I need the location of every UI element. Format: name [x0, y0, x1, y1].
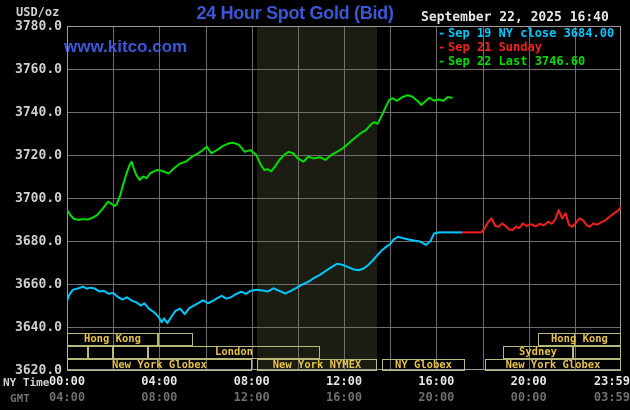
- y-tick-label: 3640.0: [15, 319, 62, 335]
- x-tick-label: 16:00: [325, 390, 363, 404]
- x-tick-label: 00:00: [510, 390, 547, 404]
- session-box-london: London: [148, 346, 320, 359]
- kitco-watermark-link[interactable]: www.kitco.com: [64, 37, 188, 56]
- legend-item-0: - Sep 19 NY close 3684.00: [438, 26, 614, 40]
- session-box-sydney: Sydney: [503, 346, 573, 359]
- session-box-new-york-nymex: New York NYMEX: [256, 359, 377, 371]
- x-tick-label: 08:00: [233, 374, 270, 388]
- unit-label: USD/oz: [16, 5, 60, 19]
- y-tick-label: 3680.0: [15, 233, 62, 249]
- session-box-ny-globex: NY Globex: [382, 359, 465, 371]
- series-line-1: [461, 206, 622, 234]
- legend-item-1: - Sep 21 Sunday: [438, 40, 614, 54]
- session-box-new-york-globex: New York Globex: [67, 359, 252, 371]
- x-axis-row-name: NY Time: [3, 376, 50, 389]
- legend-marker-icon: -: [438, 54, 446, 68]
- legend-item-2: - Sep 22 Last 3746.60: [438, 54, 614, 68]
- session-label: New York Globex: [112, 359, 207, 371]
- session-box: [572, 346, 621, 359]
- x-tick-label: 04:00: [48, 390, 86, 404]
- x-tick-label: 20:00: [510, 374, 547, 388]
- y-tick-label: 3780.0: [15, 18, 62, 34]
- chart-title: 24 Hour Spot Gold (Bid): [196, 3, 394, 23]
- y-tick-label: 3760.0: [15, 61, 62, 77]
- chart-legend: - Sep 19 NY close 3684.00- Sep 21 Sunday - S…: [438, 26, 614, 68]
- chart-datetime: September 22, 2025 16:40: [421, 10, 609, 25]
- x-tick-label: 23:59: [593, 374, 630, 388]
- x-axis-row-name: GMT: [10, 392, 30, 405]
- x-tick-label: 08:00: [141, 390, 178, 404]
- y-tick-label: 3700.0: [15, 190, 62, 206]
- x-tick-label: 16:00: [418, 374, 455, 388]
- session-label: Hong Kong: [84, 333, 141, 345]
- session-label: London: [215, 346, 253, 358]
- session-divider: [573, 334, 575, 345]
- series-line-2: [66, 94, 453, 221]
- plot-area: [66, 26, 622, 370]
- y-tick-label: 3620.0: [15, 362, 62, 378]
- session-box: [67, 346, 88, 359]
- legend-label: Sep 22 Last 3746.60: [448, 54, 586, 68]
- x-tick-label: 03:59: [593, 390, 630, 404]
- session-box-hong-kong: Hong Kong: [537, 333, 621, 346]
- series-line-0: [66, 231, 464, 325]
- x-tick-label: 20:00: [418, 390, 455, 404]
- session-box: [157, 333, 194, 346]
- session-label: New York NYMEX: [272, 359, 362, 371]
- session-box-new-york-globex: New York Globex: [485, 359, 621, 371]
- legend-marker-icon: -: [438, 26, 446, 40]
- session-label: Hong Kong: [550, 333, 608, 345]
- session-label: NY Globex: [395, 359, 452, 371]
- legend-label: Sep 19 NY close 3684.00: [448, 26, 615, 40]
- x-tick-label: 04:00: [141, 374, 178, 388]
- y-tick-label: 3720.0: [15, 147, 62, 163]
- x-tick-label: 12:00: [325, 374, 363, 388]
- legend-label: Sep 21 Sunday: [448, 40, 542, 54]
- session-label: New York Globex: [505, 359, 601, 371]
- legend-marker-icon: -: [438, 40, 446, 54]
- x-tick-label: 12:00: [233, 390, 270, 404]
- chart-svg: [66, 26, 622, 370]
- y-tick-label: 3660.0: [15, 276, 62, 292]
- y-tick-label: 3740.0: [15, 104, 62, 120]
- session-label: Sydney: [519, 346, 557, 358]
- session-box: [112, 346, 148, 359]
- session-box: [88, 346, 113, 359]
- x-tick-label: 00:00: [48, 374, 86, 388]
- session-box-hong-kong: Hong Kong: [67, 333, 158, 346]
